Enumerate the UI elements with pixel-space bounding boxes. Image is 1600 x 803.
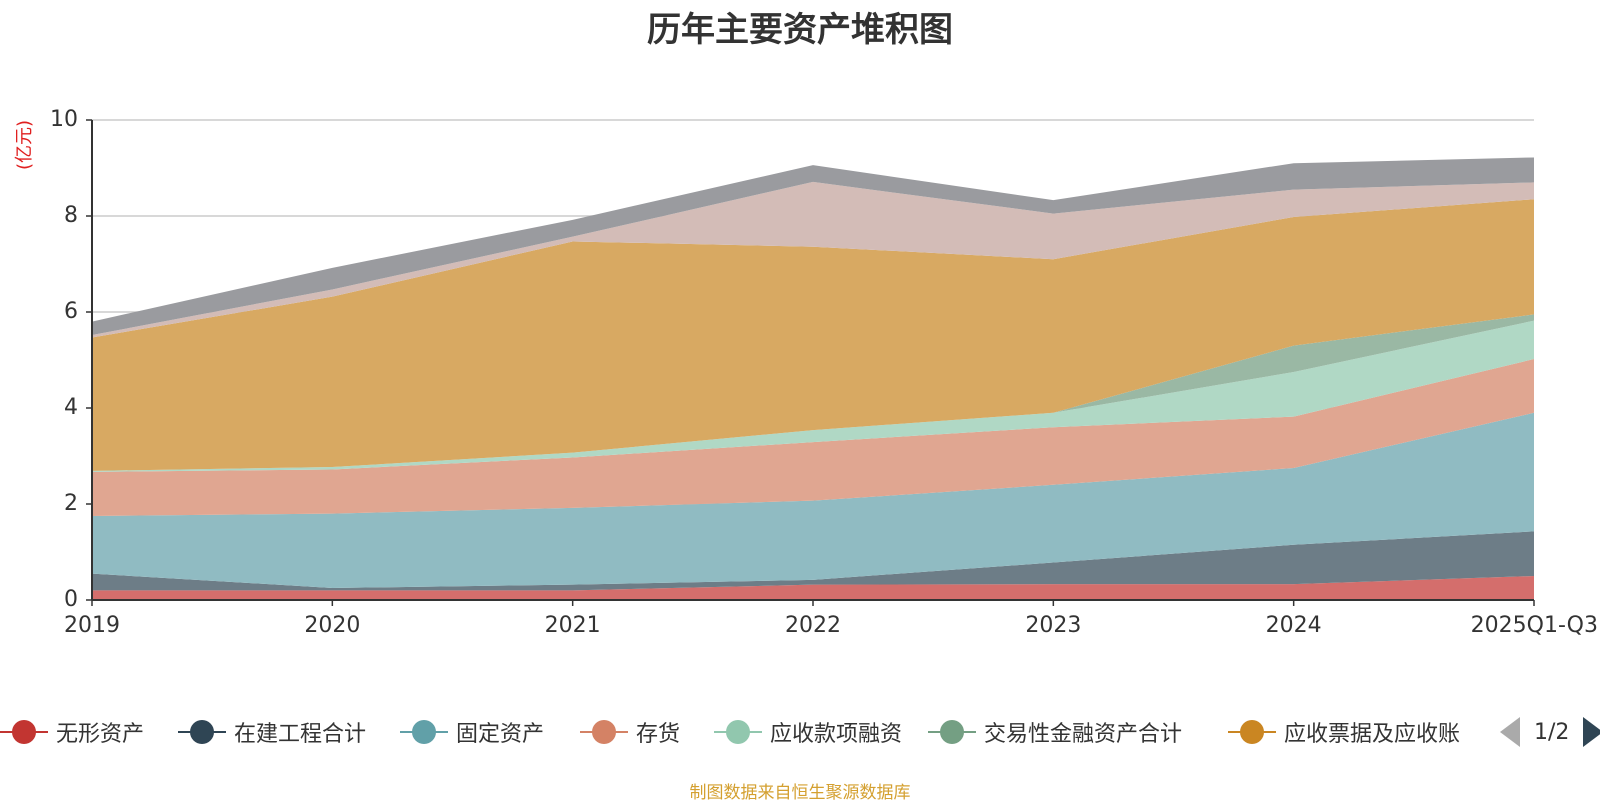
legend-marker-icon <box>714 718 762 746</box>
legend-label: 固定资产 <box>456 722 545 747</box>
legend-marker-icon <box>1228 718 1276 746</box>
legend-label: 在建工程合计 <box>234 722 367 747</box>
source-note: 制图数据来自恒生聚源数据库 <box>689 783 911 803</box>
area-series-1[interactable] <box>92 576 1534 600</box>
chart-area: (亿元) 0 2 4 6 8 10 2019 2020 2021 2022 2023 2024 202… <box>14 107 1598 638</box>
area-series-9[interactable] <box>92 157 1534 336</box>
legend-marker-icon <box>0 718 48 746</box>
y-tick-label: 4 <box>64 395 78 420</box>
y-tick-label: 6 <box>64 299 78 324</box>
x-tick-label: 2023 <box>1025 613 1081 638</box>
x-tick-label: 2024 <box>1266 613 1322 638</box>
legend-marker-icon <box>178 718 226 746</box>
legend-pager: 1/2 <box>1500 712 1600 752</box>
y-tick-label: 2 <box>64 491 78 516</box>
y-tick-label: 0 <box>64 587 78 612</box>
legend-label: 应收票据及应收账 <box>1284 722 1461 747</box>
area-series-2[interactable] <box>92 531 1534 591</box>
legend-item[interactable]: 固定资产 <box>400 712 544 752</box>
legend-item[interactable]: 交易性金融资产合计 <box>928 712 1182 752</box>
legend-item[interactable]: 存货 <box>580 712 680 752</box>
legend-marker-icon <box>400 718 448 746</box>
x-tick-label: 2021 <box>545 613 601 638</box>
legend-next-page-icon[interactable] <box>1583 717 1600 747</box>
area-series-7[interactable] <box>92 199 1534 471</box>
x-tick-label: 2022 <box>785 613 841 638</box>
legend: 无形资产 在建工程合计 固定资产 存货 应收款项融资 交易性金融资产合计 应收票据及应收账 <box>0 712 1600 752</box>
legend-label: 无形资产 <box>56 722 145 747</box>
x-tick-labels: 2019 2020 2021 2022 2023 2024 2025Q1-Q3 <box>64 613 1598 638</box>
area-series-3[interactable] <box>92 412 1534 588</box>
legend-item[interactable]: 无形资产 <box>0 712 144 752</box>
legend-item[interactable]: 应收款项融资 <box>714 712 902 752</box>
legend-label: 存货 <box>636 722 681 747</box>
legend-item[interactable]: 在建工程合计 <box>178 712 366 752</box>
legend-marker-icon <box>580 718 628 746</box>
legend-page-indicator: 1/2 <box>1534 719 1570 745</box>
chart-title: 历年主要资产堆积图 <box>647 10 953 50</box>
area-series-5[interactable] <box>92 320 1534 472</box>
legend-marker-icon <box>928 718 976 746</box>
axes <box>91 120 1535 606</box>
y-axis-unit-label: (亿元) <box>14 120 35 170</box>
legend-prev-page-icon[interactable] <box>1500 717 1520 747</box>
legend-item[interactable]: 应收票据及应收账 <box>1228 712 1460 752</box>
legend-label: 交易性金融资产合计 <box>984 722 1183 747</box>
x-tick-label: 2025Q1-Q3 <box>1471 613 1598 638</box>
area-series-8[interactable] <box>92 181 1534 338</box>
y-tick-labels: 0 2 4 6 8 10 <box>50 107 78 612</box>
area-series-4[interactable] <box>92 359 1534 516</box>
stacked-areas <box>92 157 1534 600</box>
y-tick-label: 8 <box>64 203 78 228</box>
x-tick-label: 2020 <box>304 613 360 638</box>
y-tick-label: 10 <box>50 107 78 132</box>
legend-label: 应收款项融资 <box>770 722 903 747</box>
x-tick-label: 2019 <box>64 613 120 638</box>
